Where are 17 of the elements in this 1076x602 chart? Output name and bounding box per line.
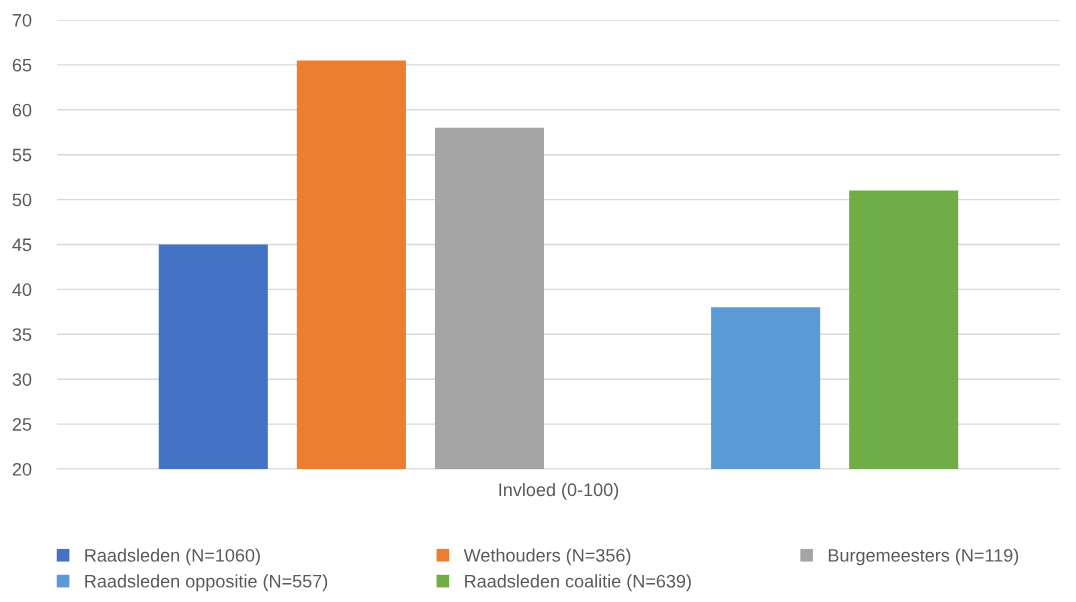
legend-label: Raadsleden coalitie (N=639) [465,574,691,592]
x-tick-label: Invloed (0-100) [499,482,619,500]
y-tick-label: 35 [12,328,32,342]
y-tick-label: 65 [12,58,32,72]
y-tick-label: 55 [12,148,32,162]
y-tick-label: 30 [12,373,32,386]
y-tick-label: 50 [12,193,32,207]
legend-label: Wethouders (N=356) [463,548,631,566]
y-tick-label: 70 [12,13,32,27]
y-tick-label: 45 [12,238,32,252]
legend-label: Raadsleden oppositie (N=557) [85,574,328,592]
legend-label: Raadsleden (N=1060) [85,548,260,566]
y-tick-label: 25 [12,418,32,431]
y-tick-label: 20 [12,462,32,476]
y-tick-label: 60 [12,103,32,117]
legend-label: Burgemeesters (N=119) [828,548,1019,566]
y-tick-label: 40 [12,283,32,297]
